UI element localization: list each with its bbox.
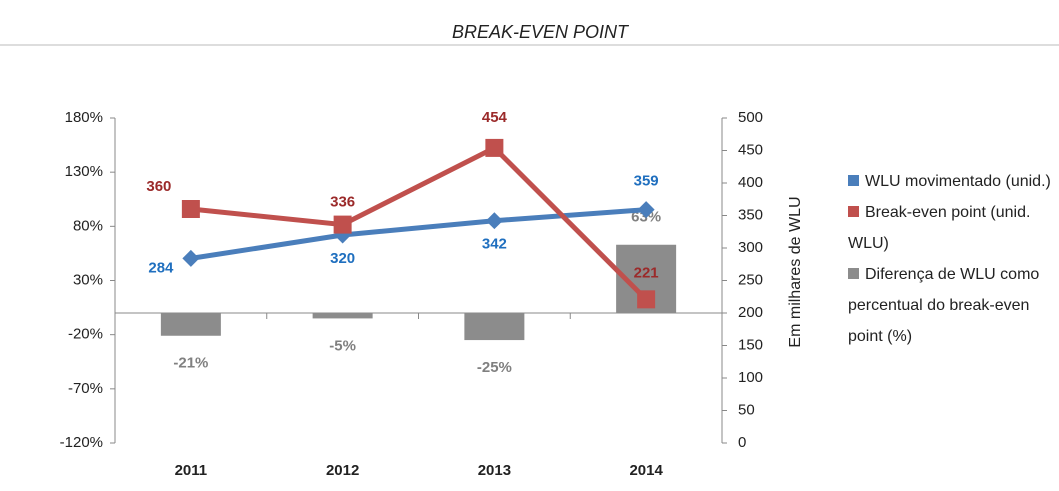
y2-tick-label: 100 (738, 369, 763, 386)
marker (182, 249, 200, 267)
bar-label: -5% (329, 337, 356, 354)
y2-axis-label: Em milhares de WLU (787, 196, 804, 347)
line-label: 336 (330, 194, 355, 211)
line-label: 342 (482, 236, 507, 253)
legend-item: Break-even point (unid. WLU) (848, 197, 1058, 259)
line-label: 454 (482, 109, 508, 126)
legend-item: Diferença de WLU como percentual do brea… (848, 259, 1058, 352)
marker (637, 290, 656, 309)
line-label: 359 (634, 173, 659, 190)
y2-tick-label: 150 (738, 336, 763, 353)
y2-tick-label: 500 (738, 109, 763, 126)
y-tick-label: 30% (73, 271, 103, 288)
bar (160, 313, 221, 336)
bar (464, 313, 525, 341)
marker (485, 212, 503, 230)
y-tick-label: 130% (65, 163, 103, 180)
y2-tick-label: 450 (738, 141, 763, 158)
legend-label: Break-even point (unid. WLU) (848, 204, 1031, 252)
chart-title: BREAK-EVEN POINT (452, 22, 630, 42)
bar-label: -21% (173, 355, 208, 372)
line-label: 221 (634, 264, 659, 281)
legend-swatch (848, 268, 859, 279)
marker (181, 200, 200, 218)
line-label: 284 (148, 259, 174, 276)
line-label: 320 (330, 250, 355, 267)
x-tick-label: 2011 (175, 462, 208, 479)
y2-tick-label: 50 (738, 401, 755, 418)
legend-label: Diferença de WLU como percentual do brea… (848, 266, 1040, 345)
legend-swatch (848, 206, 859, 217)
y2-tick-label: 250 (738, 271, 763, 288)
y-tick-label: -120% (60, 434, 103, 451)
marker (333, 215, 352, 234)
x-tick-label: 2014 (629, 462, 663, 479)
line (190, 207, 647, 261)
y-tick-label: 80% (73, 217, 103, 234)
y2-tick-label: 0 (738, 434, 746, 451)
legend-label: WLU movimentado (unid.) (865, 173, 1051, 190)
x-tick-label: 2013 (478, 462, 511, 479)
marker (637, 201, 655, 219)
bar (312, 313, 373, 319)
y-tick-label: -70% (68, 380, 103, 397)
y2-tick-label: 300 (738, 239, 763, 256)
marker (485, 138, 504, 157)
line (190, 144, 648, 302)
y2-tick-label: 200 (738, 304, 763, 321)
y2-tick-label: 350 (738, 206, 763, 223)
line-label: 360 (146, 178, 171, 195)
legend: WLU movimentado (unid.) Break-even point … (848, 166, 1058, 352)
y-tick-label: -20% (68, 326, 103, 343)
legend-item: WLU movimentado (unid.) (848, 166, 1058, 197)
bar-label: -25% (477, 359, 512, 376)
y2-tick-label: 400 (738, 174, 763, 191)
x-tick-label: 2012 (326, 462, 359, 479)
y-tick-label: 180% (65, 109, 103, 126)
legend-swatch (848, 175, 859, 186)
